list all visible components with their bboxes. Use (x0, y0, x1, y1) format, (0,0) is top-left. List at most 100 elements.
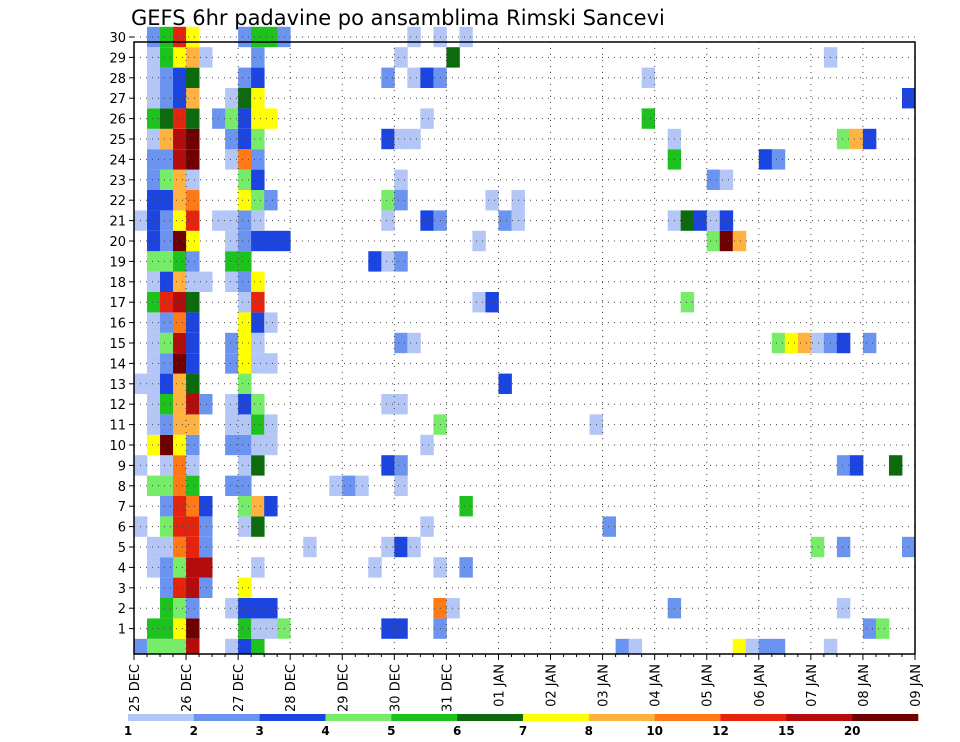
heatmap-cell-m25-s19 (381, 128, 395, 150)
y-tick-label: 29 (109, 51, 126, 66)
heatmap-cell-m15-s50 (784, 332, 799, 354)
colorbar-swatch (852, 714, 919, 721)
heatmap-cell-m14-s1 (147, 353, 161, 374)
heatmap-cell-m9-s2 (160, 455, 174, 476)
colorbar-label: 4 (321, 724, 329, 738)
heatmap-cell-m17-s3 (173, 292, 187, 313)
colorbar-swatch (193, 714, 260, 721)
heatmap-cell-m27-s8 (238, 88, 252, 109)
colorbar-swatch (654, 714, 721, 721)
heatmap-cell-m19-s19 (381, 251, 395, 272)
heatmap-cell-m13-s1 (147, 373, 161, 394)
y-tick-label: 11 (109, 419, 126, 434)
heatmap-cell-m5-s20 (394, 536, 408, 558)
heatmap-cell-m15-s1 (147, 332, 161, 354)
heatmap-cell-m0-s48 (758, 638, 773, 654)
heatmap-cell-m6-s8 (238, 516, 252, 537)
heatmap-cell-m15-s49 (771, 332, 786, 354)
heatmap-cell-m1-s10 (264, 618, 278, 639)
colorbar-label: 1 (124, 724, 132, 738)
x-tick-label: 06 JAN (753, 664, 768, 707)
y-tick-label: 23 (109, 174, 126, 189)
heatmap-cell-m6-s2 (160, 516, 174, 537)
heatmap-cell-m21-s43 (693, 210, 708, 231)
heatmap-cell-m5-s3 (173, 536, 187, 558)
heatmap-cell-m25-s21 (407, 128, 421, 150)
heatmap-cell-m25-s55 (849, 128, 864, 150)
heatmap-cell-m10-s22 (420, 434, 434, 456)
heatmap-cell-m12-s2 (160, 394, 174, 415)
heatmap-cell-m27-s4 (186, 88, 200, 109)
heatmap-cell-m14-s3 (173, 353, 187, 374)
y-tick-label: 30 (109, 31, 126, 46)
heatmap-cell-m18-s3 (173, 271, 187, 292)
colorbar-label: 10 (646, 724, 663, 738)
x-tick-label: 07 JAN (805, 664, 820, 707)
heatmap-cell-m11-s8 (238, 414, 252, 435)
heatmap-cell-m3-s3 (173, 577, 187, 598)
heatmap-cell-m7-s8 (238, 496, 252, 517)
heatmap-cell-m9-s3 (173, 455, 187, 476)
heatmap-cell-m18-s4 (186, 271, 200, 292)
heatmap-cell-m20-s8 (238, 230, 252, 252)
heatmap-cell-m22-s9 (251, 190, 265, 211)
heatmap-cell-m29-s2 (160, 47, 174, 68)
colorbar-swatch (325, 714, 392, 721)
heatmap-cell-m7-s5 (199, 496, 213, 517)
heatmap-cell-m2-s4 (186, 598, 200, 619)
heatmap-cell-m28-s3 (173, 67, 187, 88)
heatmap-cell-m28-s9 (251, 67, 265, 88)
heatmap-cell-m27-s1 (147, 88, 161, 109)
heatmap-cell-m20-s44 (706, 230, 721, 252)
heatmap-cell-m23-s9 (251, 169, 265, 190)
heatmap-cell-m25-s3 (173, 128, 187, 150)
heatmap-cell-m1-s56 (862, 618, 877, 639)
heatmap-cell-m29-s24 (446, 47, 460, 68)
heatmap-cell-m29-s20 (394, 47, 408, 68)
heatmap-cell-m21-s4 (186, 210, 200, 231)
y-tick-label: 13 (109, 378, 126, 393)
heatmap-cell-m18-s2 (160, 271, 174, 292)
heatmap-cell-m13-s8 (238, 373, 252, 394)
heatmap-cell-m20-s45 (719, 230, 734, 252)
heatmap-cell-m30-s21 (407, 26, 421, 48)
y-tick-label: 18 (109, 276, 126, 291)
heatmap-cell-m24-s1 (147, 149, 161, 170)
heatmap-cell-m22-s3 (173, 190, 187, 211)
x-tick-label: 30 DEC (388, 664, 403, 712)
colorbar-swatch (128, 714, 195, 721)
y-tick-label: 7 (118, 500, 126, 515)
heatmap-cell-m15-s2 (160, 332, 174, 354)
heatmap-cell-m28-s2 (160, 67, 174, 88)
heatmap-cell-m0-s1 (147, 638, 161, 654)
heatmap-cell-m12-s7 (225, 394, 239, 415)
heatmap-cell-m23-s4 (186, 169, 200, 190)
heatmap-cell-m21-s28 (498, 210, 512, 231)
heatmap-cell-m21-s2 (160, 210, 174, 231)
heatmap-cell-m14-s7 (225, 353, 239, 374)
x-tick-label: 01 JAN (492, 664, 507, 707)
heatmap-cell-m21-s7 (225, 210, 239, 231)
heatmap-cell-m26-s9 (251, 108, 265, 129)
heatmap-cell-m27-s7 (225, 88, 239, 109)
heatmap-cell-m29-s5 (199, 47, 213, 68)
heatmap-cell-m15-s9 (251, 332, 265, 354)
heatmap-cell-m9-s55 (849, 455, 864, 476)
heatmap-cell-m19-s4 (186, 251, 200, 272)
heatmap-cell-m12-s3 (173, 394, 187, 415)
heatmap-cell-m5-s2 (160, 536, 174, 558)
heatmap-cell-m14-s10 (264, 353, 278, 374)
heatmap-cell-m16-s10 (264, 312, 278, 333)
y-tick-label: 8 (118, 480, 126, 495)
heatmap-cell-m25-s56 (862, 128, 877, 150)
heatmap-cell-m28-s1 (147, 67, 161, 88)
heatmap-cell-m25-s2 (160, 128, 174, 150)
heatmap-cell-m17-s1 (147, 292, 161, 313)
heatmap-cell-m8-s7 (225, 475, 239, 496)
colorbar-label: 6 (453, 724, 461, 738)
heatmap-cell-m8-s17 (355, 475, 369, 496)
colorbar-label: 15 (778, 724, 795, 738)
heatmap-cell-m16-s8 (238, 312, 252, 333)
heatmap-cell-m12-s19 (381, 394, 395, 415)
heatmap-cell-m4-s2 (160, 557, 174, 578)
